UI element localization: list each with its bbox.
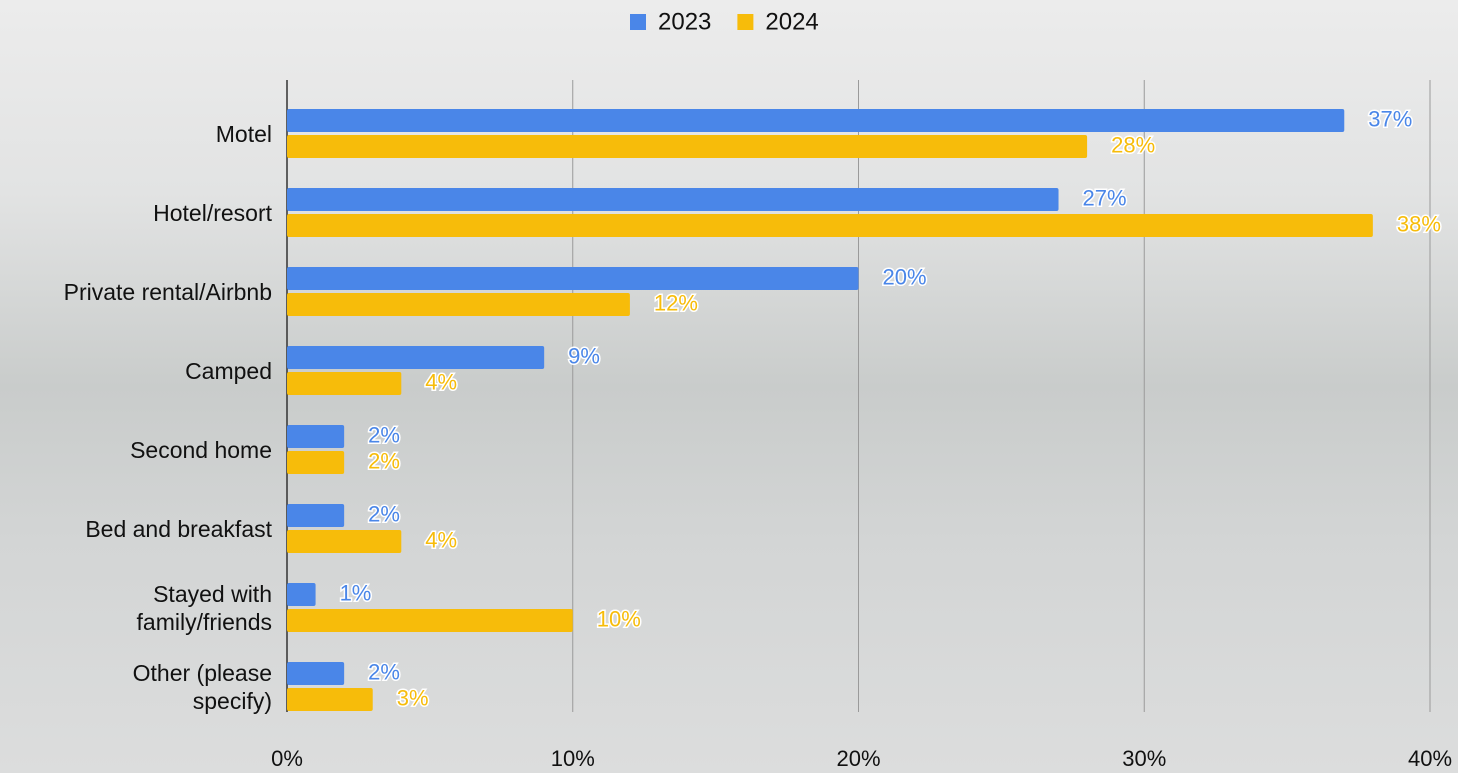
legend-swatch bbox=[737, 14, 754, 30]
bar bbox=[287, 346, 545, 369]
x-tick-label: 30% bbox=[1122, 746, 1166, 771]
bar bbox=[287, 583, 316, 606]
value-label: 3% bbox=[397, 685, 429, 710]
value-label: 2% bbox=[368, 501, 400, 526]
y-tick-label: Other (please specify) bbox=[132, 659, 272, 714]
y-tick-label: Camped bbox=[185, 357, 272, 384]
bar bbox=[287, 109, 1345, 132]
value-label: 10% bbox=[597, 606, 641, 631]
value-label: 20% bbox=[883, 264, 927, 289]
y-tick-label: Hotel/resort bbox=[153, 199, 272, 226]
x-tick-label: 10% bbox=[551, 746, 595, 771]
value-label: 4% bbox=[425, 527, 457, 552]
x-tick-label: 40% bbox=[1408, 746, 1452, 771]
bar bbox=[287, 372, 402, 395]
bar bbox=[287, 504, 345, 527]
bar bbox=[287, 267, 859, 290]
bar bbox=[287, 662, 345, 685]
legend-label: 2024 bbox=[765, 8, 818, 35]
value-label: 9% bbox=[568, 343, 600, 368]
bar bbox=[287, 214, 1373, 237]
y-tick-label: Bed and breakfast bbox=[85, 515, 272, 542]
value-label: 12% bbox=[654, 290, 698, 315]
x-tick-label: 0% bbox=[271, 746, 303, 771]
value-label: 28% bbox=[1111, 132, 1155, 157]
bar bbox=[287, 425, 345, 448]
bar bbox=[287, 609, 573, 632]
value-label: 2% bbox=[368, 422, 400, 447]
y-tick-label: Motel bbox=[215, 120, 272, 147]
y-tick-label: Stayed with family/friends bbox=[136, 580, 272, 635]
value-label: 37% bbox=[1368, 106, 1412, 131]
bar bbox=[287, 135, 1088, 158]
value-label: 1% bbox=[340, 580, 372, 605]
bar bbox=[287, 530, 402, 553]
bar bbox=[287, 188, 1059, 211]
legend-swatch bbox=[630, 14, 646, 30]
bar bbox=[287, 293, 630, 316]
y-tick-label: Private rental/Airbnb bbox=[63, 278, 272, 305]
value-label: 38% bbox=[1397, 211, 1441, 236]
y-tick-label: Second home bbox=[130, 436, 272, 463]
value-label: 2% bbox=[368, 659, 400, 684]
value-label: 27% bbox=[1083, 185, 1127, 210]
bar bbox=[287, 688, 373, 711]
legend-label: 2023 bbox=[658, 8, 711, 35]
x-tick-label: 20% bbox=[836, 746, 880, 771]
value-label: 4% bbox=[425, 369, 457, 394]
value-label: 2% bbox=[368, 448, 400, 473]
bar bbox=[287, 451, 345, 474]
